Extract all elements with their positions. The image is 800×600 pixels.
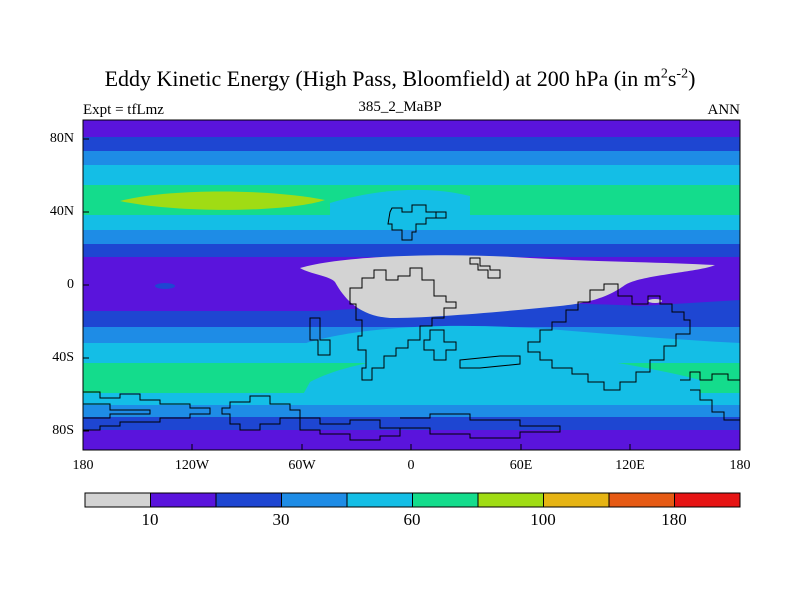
colorbar-swatch-9: [609, 493, 675, 507]
band-polar-south: [83, 430, 740, 450]
coastline-antarctic-far-east: [680, 371, 740, 381]
y-label-80s: 80S: [52, 423, 74, 438]
map-frame: [82, 119, 741, 451]
green-jet-north: [120, 191, 325, 210]
colorbar-label-60: 60: [403, 510, 421, 529]
colorbar-label-100: 100: [530, 510, 556, 529]
x-label-60e: 60E: [509, 458, 533, 473]
y-label-40s: 40S: [52, 350, 74, 365]
x-label-120w: 120W: [174, 458, 210, 473]
band-polar-north: [83, 120, 740, 137]
coastlines: [83, 204, 740, 441]
colorbar-swatch-1: [85, 493, 151, 507]
coastline-antarctic-west: [83, 391, 211, 431]
colorbar-swatch-4: [281, 493, 347, 507]
band-n3: [83, 165, 740, 185]
colorbar-swatch-10: [674, 493, 740, 507]
x-label-180e: 180: [729, 458, 751, 473]
season-label: ANN: [707, 102, 741, 118]
band-n7: [83, 244, 740, 257]
experiment-label: Expt = tfLmz: [83, 102, 164, 118]
map-field: [83, 120, 740, 450]
colorbar-swatch-6: [412, 493, 478, 507]
y-label-80n: 80N: [49, 131, 74, 146]
colorbar-swatch-2: [150, 493, 216, 507]
band-n2: [83, 151, 740, 165]
coastline-north-land: [387, 204, 437, 241]
colorbar-label-10: 10: [141, 510, 159, 529]
coastline-south-west: [309, 317, 331, 356]
x-label-0: 0: [407, 458, 415, 473]
cyan-lobe-south: [83, 325, 740, 363]
band-n1: [83, 137, 740, 151]
coastline-south-central: [423, 329, 457, 361]
low-energy-region: [300, 255, 715, 318]
cyan-gap-north: [330, 189, 470, 215]
coastline-antarctic-west-inner: [83, 403, 151, 419]
coastline-antarctic-central: [299, 417, 401, 441]
x-label-60w: 60W: [288, 458, 316, 473]
colorbar-swatch-5: [347, 493, 413, 507]
band-n5: [83, 215, 740, 230]
band-s7: [83, 417, 740, 430]
band-s6: [83, 405, 740, 417]
x-label-180w: 180: [72, 458, 94, 473]
coastline-antarctic-east: [400, 413, 561, 439]
y-label-40n: 40N: [49, 204, 74, 219]
coastline-north-isle: [469, 257, 501, 279]
low-energy-spot: [648, 299, 662, 303]
colorbar-label-180: 180: [661, 510, 687, 529]
run-label: 385_2_MaBP: [358, 99, 442, 115]
coastline-central-land: [349, 267, 457, 381]
blue-spot-equator: [155, 283, 175, 289]
colorbar-swatch-8: [543, 493, 609, 507]
colorbar-swatch-7: [478, 493, 544, 507]
coastline-antarctic-mid: [221, 395, 301, 431]
map-title: Eddy Kinetic Energy (High Pass, Bloomfie…: [104, 66, 696, 91]
colorbar-swatch-3: [216, 493, 282, 507]
coastline-east-land: [527, 283, 691, 391]
colorbar-label-30: 30: [272, 510, 290, 529]
coastline-north-east: [436, 211, 447, 219]
y-label-0: 0: [67, 277, 74, 292]
x-label-120e: 120E: [615, 458, 645, 473]
colorbar: [84, 492, 741, 508]
coastline-antarctic-far-east-2: [690, 389, 740, 421]
coastline-south-mid: [459, 355, 521, 369]
cyan-expansion-south: [300, 351, 700, 400]
